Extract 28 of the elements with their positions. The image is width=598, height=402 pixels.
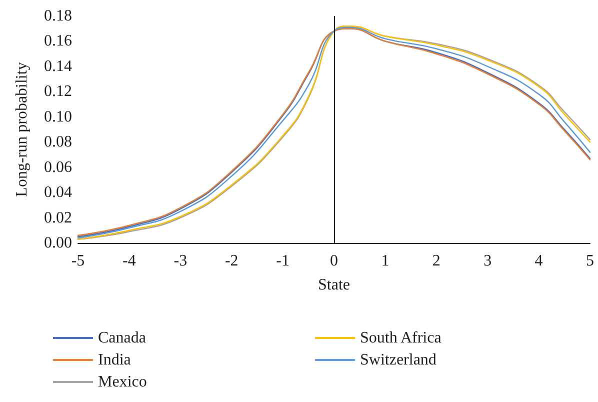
- y-tick-label: 0.00: [44, 234, 72, 252]
- y-tick-label: 0.06: [44, 158, 72, 176]
- x-tick-label: -1: [276, 252, 290, 270]
- x-axis-title: State: [318, 276, 350, 294]
- x-tick-label: -2: [224, 252, 238, 270]
- y-tick-label: 0.02: [44, 209, 72, 226]
- x-tick-label: 3: [484, 252, 492, 270]
- y-tick-label: 0.18: [44, 8, 72, 24]
- x-tick-label: -3: [174, 252, 188, 270]
- y-tick-label: 0.12: [44, 83, 72, 100]
- y-tick-label: 0.14: [44, 58, 72, 75]
- y-tick-label: 0.04: [44, 184, 72, 202]
- legend-label: Mexico: [98, 374, 147, 390]
- x-tick-label: 5: [586, 252, 594, 270]
- y-axis-title: Long-run probability: [14, 62, 30, 197]
- x-tick-label: -4: [122, 252, 136, 270]
- x-tick-label: 4: [534, 252, 543, 270]
- x-tick-label: 0: [330, 252, 338, 270]
- x-tick-label: 2: [432, 252, 440, 270]
- legend-label: India: [98, 352, 131, 368]
- x-tick-label: -5: [71, 252, 85, 270]
- legend-label: South Africa: [360, 330, 442, 346]
- legend-label: Switzerland: [360, 352, 436, 368]
- y-tick-label: 0.08: [44, 134, 72, 151]
- y-tick-label: 0.16: [44, 32, 72, 50]
- legend-label: Canada: [98, 330, 146, 346]
- y-tick-label: 0.10: [44, 108, 72, 126]
- x-tick-label: 1: [381, 252, 390, 270]
